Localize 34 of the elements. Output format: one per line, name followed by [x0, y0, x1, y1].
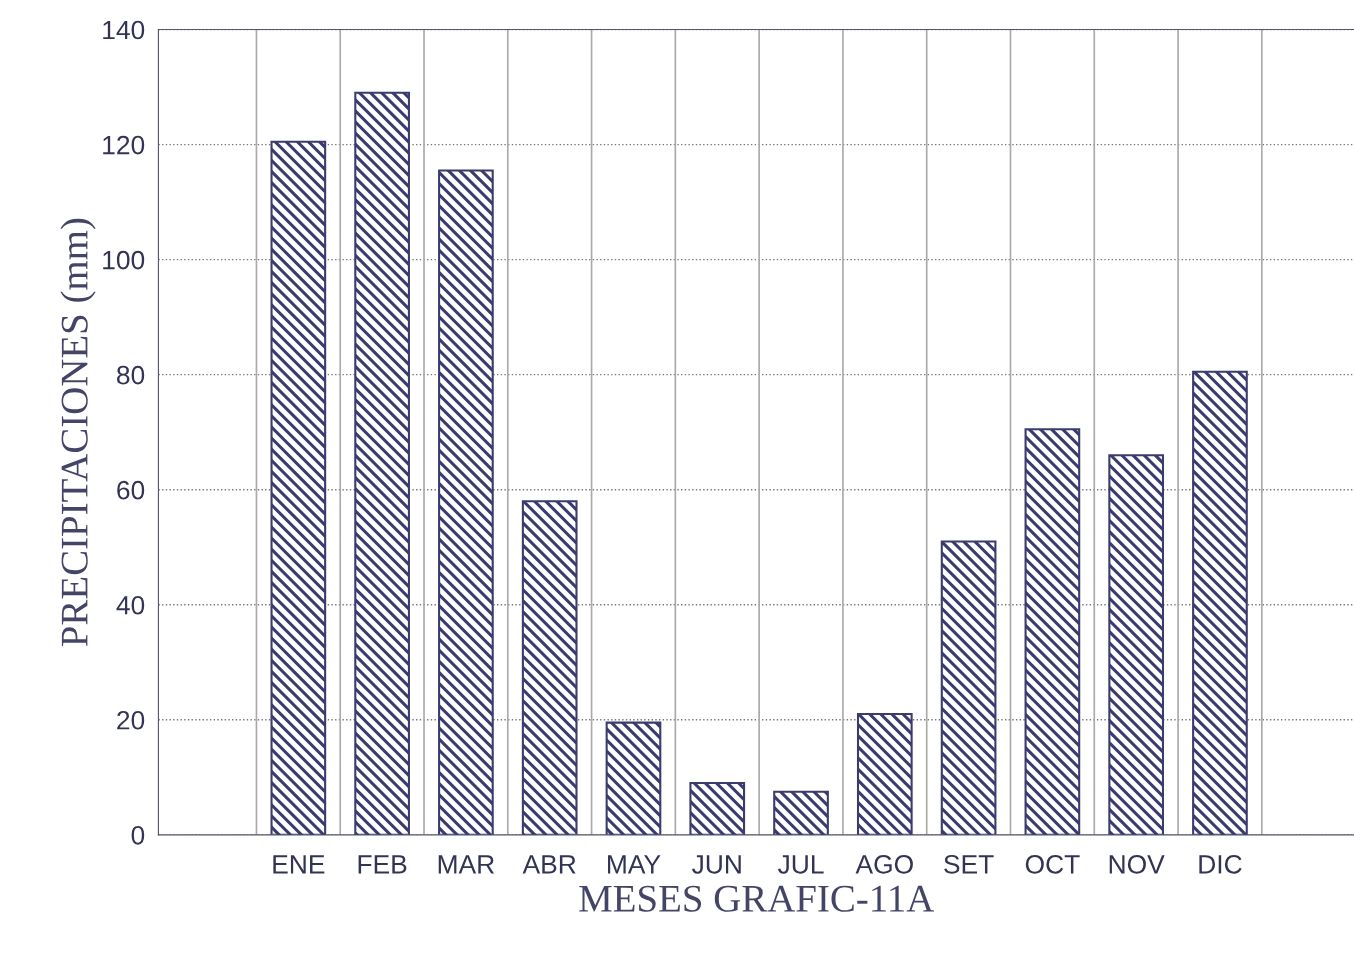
bar	[689, 782, 746, 835]
x-tick-label: MAY	[608, 855, 661, 874]
bar	[605, 721, 662, 835]
bar	[270, 140, 327, 835]
y-tick-label: 80	[117, 365, 145, 385]
x-tick-label: ENE	[273, 855, 325, 874]
x-tick-label: JUN	[692, 855, 741, 874]
x-tick-label: ABR	[522, 855, 576, 874]
x-tick-label: MAR	[438, 855, 494, 874]
x-tick-label: NOV	[1109, 854, 1165, 874]
y-tick-label: 140	[103, 20, 145, 40]
y-tick-label: 20	[117, 710, 145, 730]
x-tick-label: DIC	[1199, 854, 1242, 874]
y-tick-label: 40	[116, 595, 145, 615]
bar	[438, 169, 494, 835]
x-axis-title: MESES GRAFIC-11A	[579, 885, 935, 912]
x-tick-label: JUL	[777, 855, 824, 874]
y-tick-label: 0	[131, 825, 145, 845]
x-tick-label: AGO	[855, 854, 913, 874]
bar	[1108, 454, 1165, 835]
x-tick-label: FEB	[358, 855, 407, 874]
bar	[1192, 370, 1248, 835]
y-axis-title: PRECIPITACIONES (mm)	[60, 218, 96, 647]
bar	[521, 500, 578, 835]
x-tick-label: SET	[944, 854, 994, 874]
y-tick-label: 100	[103, 250, 145, 270]
bar	[940, 540, 997, 835]
bar	[1024, 428, 1081, 835]
bar	[773, 790, 829, 835]
x-tick-label: OCT	[1025, 854, 1080, 874]
y-tick-label: 60	[117, 480, 145, 500]
bar	[354, 91, 410, 835]
y-tick-label: 120	[103, 135, 145, 155]
bar	[856, 713, 913, 835]
